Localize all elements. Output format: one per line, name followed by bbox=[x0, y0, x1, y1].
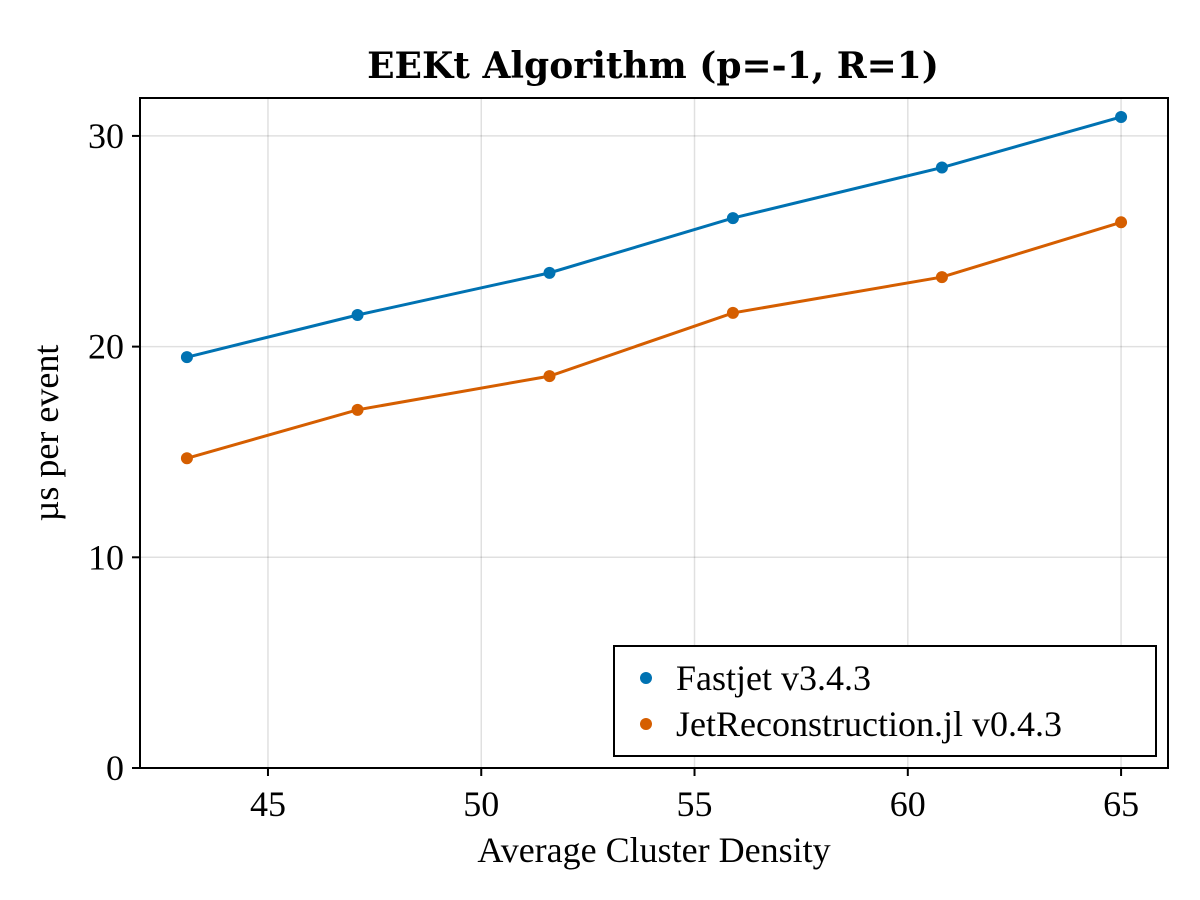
axis-ticks: 45 50 55 60 65 0 10 20 30 bbox=[88, 116, 1139, 824]
x-tick-label: 65 bbox=[1103, 784, 1139, 824]
legend-box bbox=[613, 645, 1157, 757]
y-tick-label: 20 bbox=[88, 327, 124, 367]
x-tick-label: 45 bbox=[250, 784, 286, 824]
series-1 bbox=[180, 216, 1128, 465]
data-point bbox=[1115, 110, 1128, 123]
data-point bbox=[351, 403, 364, 416]
legend-label: JetReconstruction.jl v0.4.3 bbox=[676, 704, 1062, 744]
x-tick-label: 50 bbox=[463, 784, 499, 824]
data-point bbox=[726, 306, 739, 319]
x-axis-label: Average Cluster Density bbox=[477, 830, 830, 870]
data-point bbox=[180, 452, 193, 465]
data-point bbox=[180, 351, 193, 364]
y-tick-label: 30 bbox=[88, 116, 124, 156]
legend-label: Fastjet v3.4.3 bbox=[676, 658, 871, 698]
data-point bbox=[543, 266, 556, 279]
series bbox=[180, 110, 1128, 465]
series-0 bbox=[180, 110, 1128, 364]
data-point bbox=[1115, 216, 1128, 229]
x-tick-label: 55 bbox=[677, 784, 713, 824]
plot-frame bbox=[139, 97, 1169, 769]
x-tick-label: 60 bbox=[890, 784, 926, 824]
y-axis-label: µs per event bbox=[26, 345, 66, 522]
data-point bbox=[351, 309, 364, 322]
series-line bbox=[186, 220, 1122, 460]
legend-marker bbox=[640, 672, 652, 684]
y-tick-label: 10 bbox=[88, 537, 124, 577]
chart-title: EEKt Algorithm (p=-1, R=1) bbox=[367, 45, 939, 87]
data-point bbox=[543, 370, 556, 383]
series-line bbox=[186, 115, 1122, 359]
data-point bbox=[935, 271, 948, 284]
legend-marker bbox=[640, 718, 652, 730]
y-tick-label: 0 bbox=[106, 748, 124, 788]
legend: Fastjet v3.4.3 JetReconstruction.jl v0.4.… bbox=[613, 645, 1157, 757]
data-point bbox=[726, 212, 739, 225]
data-point bbox=[935, 161, 948, 174]
